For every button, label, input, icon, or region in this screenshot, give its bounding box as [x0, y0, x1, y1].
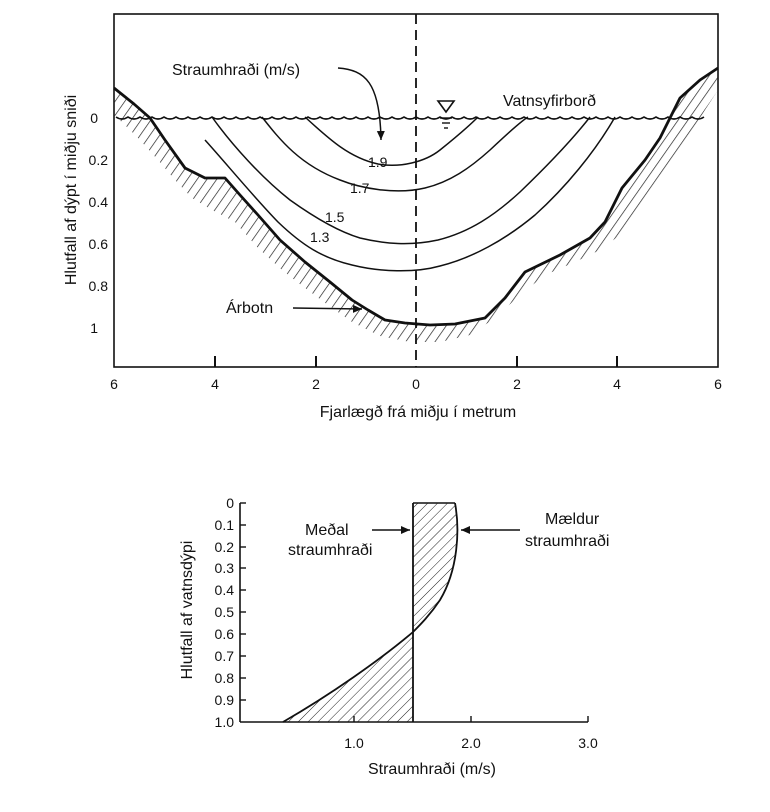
- bottom-x-tick-1: 2.0: [461, 735, 481, 751]
- bottom-y-tick-1: 0.1: [215, 517, 235, 533]
- bottom-x-tick-2: 3.0: [578, 735, 598, 751]
- bed-label: Árbotn: [226, 298, 273, 317]
- contour-label-1-5: 1.5: [325, 209, 345, 225]
- contour-1-5: [211, 116, 591, 245]
- top-x-tick-4: 2: [513, 376, 521, 392]
- top-x-tick-2: 2: [312, 376, 320, 392]
- velocity-profile-panel: Meðal straumhraði Mældur straumhraði 0 0…: [179, 495, 609, 778]
- velocity-label: Straumhraði (m/s): [172, 62, 300, 79]
- cross-section-panel: Straumhraði (m/s) Vatnsyfirborð Árbotn 1…: [63, 13, 722, 421]
- mean-label-line-1: Meðal: [305, 522, 349, 539]
- measured-label-line-2: straumhraði: [525, 533, 609, 550]
- contour-1-9: [304, 116, 479, 166]
- bottom-y-tick-0: 0: [226, 495, 234, 511]
- river-bed-line: [113, 66, 719, 327]
- bottom-y-tick-10: 1.0: [215, 714, 235, 730]
- bottom-y-tick-3: 0.3: [215, 560, 235, 576]
- top-x-tick-3: 0: [412, 376, 420, 392]
- bottom-y-tick-2: 0.2: [215, 539, 235, 555]
- water-level-symbol-icon: [436, 100, 456, 129]
- top-y-tick-5: 1: [90, 320, 98, 336]
- bottom-y-tick-5: 0.5: [215, 604, 235, 620]
- contour-1-3: [204, 116, 616, 272]
- bottom-y-tick-4: 0.4: [215, 582, 235, 598]
- top-y-tick-0: 0: [90, 110, 98, 126]
- top-y-tick-2: 0.4: [89, 194, 109, 210]
- top-x-axis-label: Fjarlægð frá miðju í metrum: [320, 404, 517, 421]
- bottom-y-tick-8: 0.8: [215, 670, 235, 686]
- top-x-tick-1: 4: [211, 376, 219, 392]
- profile-hatch-lower: [283, 632, 413, 722]
- contour-label-1-3: 1.3: [310, 229, 330, 245]
- contour-label-1-7: 1.7: [350, 180, 370, 196]
- top-x-tick-0: 6: [110, 376, 118, 392]
- contour-1-7: [261, 116, 529, 192]
- bottom-y-tick-6: 0.6: [215, 626, 235, 642]
- top-y-tick-1: 0.2: [89, 152, 109, 168]
- bottom-x-axis-label: Straumhraði (m/s): [368, 761, 496, 778]
- water-surface-line: [115, 116, 705, 120]
- bottom-y-tick-7: 0.7: [215, 648, 235, 664]
- top-y-tick-3: 0.6: [89, 236, 109, 252]
- bottom-y-ticks: 0 0.1 0.2 0.3 0.4 0.5 0.6 0.7 0.8 0.9 1.…: [215, 495, 235, 730]
- measured-label-line-1: Mældur: [545, 511, 600, 528]
- measured-profile-curve: [282, 502, 459, 723]
- bottom-x-tick-0: 1.0: [344, 735, 364, 751]
- top-y-axis: 0 0.2 0.4 0.6 0.8 1: [89, 110, 109, 336]
- top-x-axis: [214, 356, 618, 367]
- bottom-axis-ticks: [240, 502, 589, 722]
- bottom-y-axis-label: Hlutfall af vatnsdýpi: [179, 541, 196, 680]
- top-y-axis-label: Hlutfall af dýpt í miðju sniði: [63, 95, 80, 285]
- top-x-tick-5: 4: [613, 376, 621, 392]
- bank-soil-hatch: [114, 68, 718, 342]
- water-surface-label: Vatnsyfirborð: [503, 93, 596, 110]
- top-y-tick-4: 0.8: [89, 278, 109, 294]
- contour-label-1-9: 1.9: [368, 154, 388, 170]
- bottom-y-tick-9: 0.9: [215, 692, 235, 708]
- top-x-tick-6: 6: [714, 376, 722, 392]
- profile-hatch-upper: [413, 503, 458, 632]
- mean-label-line-2: straumhraði: [288, 542, 372, 559]
- velocity-arrow: [337, 67, 385, 141]
- bed-arrow: [292, 304, 363, 313]
